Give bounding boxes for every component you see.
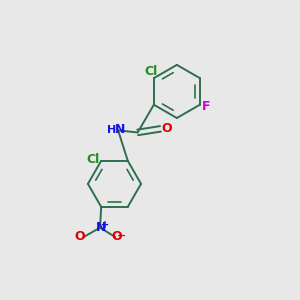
Text: N: N bbox=[115, 123, 125, 136]
Text: F: F bbox=[202, 100, 211, 113]
Text: +: + bbox=[101, 220, 109, 230]
Text: −: − bbox=[117, 231, 126, 241]
Text: O: O bbox=[74, 230, 85, 243]
Text: H: H bbox=[107, 125, 116, 135]
Text: Cl: Cl bbox=[144, 65, 158, 78]
Text: O: O bbox=[161, 122, 172, 135]
Text: O: O bbox=[111, 230, 122, 243]
Text: N: N bbox=[96, 221, 106, 234]
Text: Cl: Cl bbox=[86, 153, 100, 166]
